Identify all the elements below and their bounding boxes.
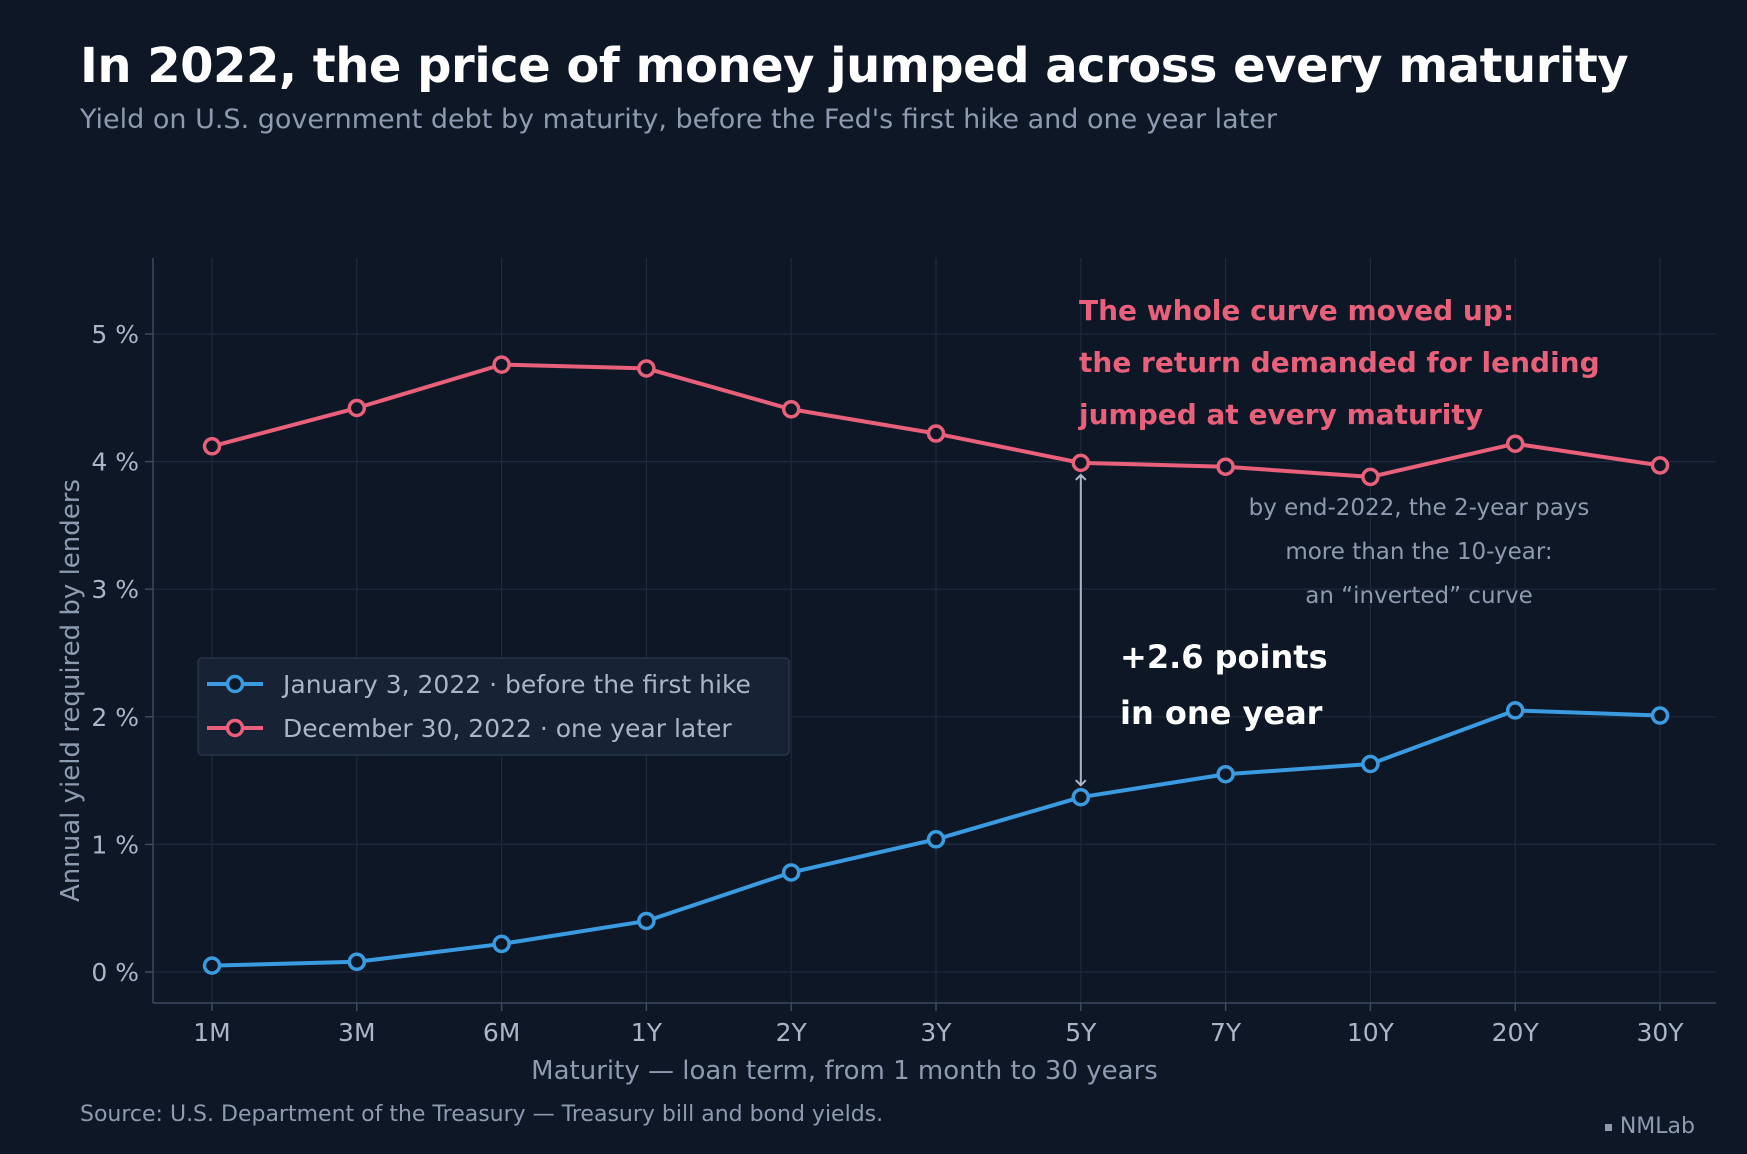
legend-series-note: one year later bbox=[556, 714, 733, 743]
y-tick-label: 2 % bbox=[91, 703, 139, 732]
data-point bbox=[202, 956, 222, 975]
data-point bbox=[1361, 754, 1380, 774]
data-point bbox=[1216, 764, 1235, 784]
headline-annotation-line: The whole curve moved up: bbox=[1079, 294, 1514, 327]
data-point bbox=[1071, 787, 1091, 807]
legend-series-note: before the first hike bbox=[505, 670, 751, 699]
annotations: The whole curve moved up: the return dema… bbox=[1075, 294, 1600, 787]
x-tick-label: 6M bbox=[483, 1018, 520, 1047]
series-layer bbox=[202, 355, 1670, 975]
chart-title: In 2022, the price of money jumped acros… bbox=[80, 38, 1629, 94]
data-point bbox=[1361, 467, 1380, 487]
chart-subtitle: Yield on U.S. government debt by maturit… bbox=[80, 104, 1277, 135]
data-point bbox=[1505, 701, 1525, 720]
inversion-note-line: an “inverted” curve bbox=[1305, 583, 1533, 609]
x-tick-label: 3Y bbox=[920, 1018, 952, 1047]
x-tick-label: 30Y bbox=[1636, 1018, 1684, 1047]
data-point bbox=[1650, 706, 1670, 725]
x-tick-label: 7Y bbox=[1210, 1018, 1242, 1047]
legend-swatch-marker bbox=[225, 718, 245, 738]
brand-label: NMLab bbox=[1604, 1114, 1695, 1139]
legend-entry-label: December 30, 2022 · one year later bbox=[283, 714, 732, 743]
brand-square-icon bbox=[1604, 1123, 1612, 1131]
legend-series-name: December 30, 2022 bbox=[283, 714, 532, 743]
delta-label-line: in one year bbox=[1120, 694, 1323, 732]
x-tick-label: 3M bbox=[338, 1018, 375, 1047]
data-point bbox=[1650, 456, 1670, 475]
y-tick-label: 4 % bbox=[91, 448, 139, 477]
y-axis-label: Annual yield required by lenders bbox=[56, 479, 86, 902]
legend-swatch-marker bbox=[225, 674, 245, 694]
source-note: Source: U.S. Department of the Treasury … bbox=[80, 1102, 884, 1127]
x-tick-label: 1M bbox=[193, 1018, 230, 1047]
y-tick-label: 3 % bbox=[91, 575, 139, 604]
series-dec-2022 bbox=[202, 355, 1670, 487]
inversion-note-line: by end-2022, the 2-year pays bbox=[1249, 495, 1590, 521]
data-point bbox=[637, 911, 656, 931]
data-point bbox=[202, 437, 222, 456]
delta-label-line: +2.6 points bbox=[1120, 638, 1328, 676]
data-point bbox=[781, 400, 801, 419]
inversion-note-line: more than the 10-year: bbox=[1285, 539, 1552, 565]
x-axis-label: Maturity — loan term, from 1 month to 30… bbox=[531, 1056, 1158, 1086]
brand-name: NMLab bbox=[1619, 1114, 1695, 1139]
data-point bbox=[637, 359, 656, 378]
axes: 0 % 1 % 2 % 3 % 4 % 5 % 1M 3M 6M 1Y 2Y 3Y 5Y 7Y 10Y 20Y… bbox=[56, 258, 1716, 1086]
x-tick-label: 20Y bbox=[1492, 1018, 1540, 1047]
x-tick-label: 1Y bbox=[631, 1018, 663, 1047]
legend-separator: · bbox=[481, 670, 505, 699]
headline-annotation-line: jumped at every maturity bbox=[1078, 398, 1483, 431]
y-tick-label: 0 % bbox=[91, 958, 139, 987]
legend-separator: · bbox=[532, 714, 556, 743]
headline-annotation-line: the return demanded for lending bbox=[1079, 346, 1600, 379]
legend-series-name: January 3, 2022 bbox=[281, 670, 481, 699]
x-tick-label: 10Y bbox=[1347, 1018, 1395, 1047]
data-point bbox=[1216, 457, 1235, 476]
x-tick-label: 2Y bbox=[776, 1018, 808, 1047]
series-jan-2022 bbox=[202, 701, 1670, 975]
data-point bbox=[1071, 453, 1091, 473]
x-tick-label: 5Y bbox=[1065, 1018, 1097, 1047]
legend-box bbox=[197, 657, 790, 756]
data-point bbox=[492, 355, 511, 374]
y-tick-label: 5 % bbox=[91, 320, 139, 349]
data-point bbox=[926, 830, 946, 849]
legend-entry-label: January 3, 2022 · before the first hike bbox=[281, 670, 751, 699]
data-point bbox=[926, 424, 946, 443]
y-tick-label: 1 % bbox=[91, 830, 139, 859]
data-point bbox=[1505, 434, 1525, 453]
data-point bbox=[492, 934, 511, 954]
legend: January 3, 2022 · before the first hike D… bbox=[197, 657, 790, 756]
data-point bbox=[347, 398, 367, 418]
data-point bbox=[347, 952, 367, 972]
data-point bbox=[781, 863, 801, 882]
